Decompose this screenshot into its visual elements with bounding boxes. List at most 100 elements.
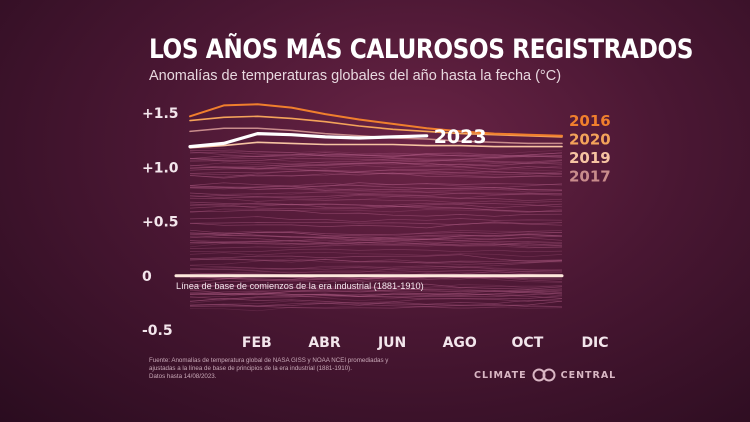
background-year-line [189,187,563,193]
x-tick-label: OCT [512,335,544,351]
background-year-line [189,162,563,170]
background-year-line [189,304,563,312]
background-year-line [189,259,563,264]
background-year-line [189,182,563,187]
background-year-line [189,258,563,266]
background-year-line [189,229,563,240]
background-year-line [189,288,563,295]
background-year-line [189,148,563,156]
chart-title: LOS AÑOS MÁS CALUROSOS REGISTRADOS [149,34,694,65]
x-tick-label: JUN [377,335,406,351]
background-year-line [189,157,563,163]
background-year-line [189,235,563,242]
background-year-line [189,157,563,165]
y-axis-ticks: +1.5 +1.0 +0.5 0 -0.5 [142,106,179,339]
background-year-line [189,260,563,270]
background-year-line [189,231,563,235]
background-year-line [189,290,563,304]
background-year-line [189,189,563,198]
background-year-line [189,166,563,175]
background-year-line [189,240,563,249]
background-year-lines [189,148,563,312]
series-line-2023 [188,132,429,149]
climate-central-logo: CLIMATE CENTRAL [474,368,616,382]
background-year-line [189,182,563,190]
brand-text-right: CENTRAL [560,369,617,381]
background-year-line [189,257,563,265]
series-line-2019 [189,141,563,149]
background-year-line [189,162,563,171]
brand-text-left: CLIMATE [474,369,527,381]
background-year-line [189,151,563,158]
background-year-line [189,291,563,298]
background-year-line [189,243,563,249]
background-year-line [189,240,563,245]
background-year-line [189,172,563,179]
background-year-line [189,298,563,306]
background-year-line [189,166,563,173]
background-year-line [189,267,563,275]
series-label-2020: 2020 [569,131,611,149]
highlight-series [188,103,563,149]
background-year-line [189,288,563,297]
climate-central-icon [532,368,556,382]
background-year-line [189,289,563,297]
source-note: Fuente: Anomalías de temperatura global … [149,357,469,381]
background-year-line [189,289,563,298]
source-line-1: Fuente: Anomalías de temperatura global … [149,357,389,364]
background-year-line [189,169,563,178]
background-year-line [189,185,563,195]
chart-subtitle: Anomalías de temperaturas globales del a… [149,68,562,84]
background-year-line [189,240,563,247]
baseline-group: Línea de base de comienzos de la era ind… [174,274,564,291]
background-year-line [189,201,563,208]
background-year-line [189,267,563,273]
background-year-line [189,194,563,202]
background-year-line [189,192,563,201]
background-year-line [189,209,563,217]
background-year-line [189,283,563,290]
background-year-line [189,251,563,258]
series-line-2016 [189,103,563,137]
background-year-line [189,304,563,309]
background-year-line [189,185,563,191]
series-label-2016: 2016 [569,112,611,130]
background-year-line [189,292,563,300]
background-year-line [189,286,563,296]
background-year-line [189,285,563,296]
background-year-line [189,222,563,229]
background-year-line [189,150,563,160]
background-year-line [189,290,563,296]
background-year-line [189,151,563,158]
y-tick-label: 0 [142,269,152,285]
background-year-line [189,185,563,191]
x-tick-label: ABR [308,335,341,351]
background-year-line [189,161,563,169]
background-year-line [189,202,563,213]
background-year-line [189,162,563,170]
background-year-line [189,232,563,239]
series-line-2020 [189,115,563,138]
background-year-line [189,216,563,223]
background-year-line [189,283,563,290]
background-year-line [189,298,563,307]
background-year-line [189,236,563,244]
background-year-line [189,198,563,204]
background-year-line [189,254,563,262]
y-tick-label: +0.5 [142,215,179,231]
background-year-line [189,285,562,295]
background-year-line [189,241,563,247]
background-year-line [189,237,563,243]
x-tick-label: FEB [242,335,272,351]
series-label-2023: 2023 [434,126,487,148]
background-year-line [189,202,563,209]
x-axis-ticks: FEB ABR JUN AGO OCT DIC [242,335,609,351]
y-tick-label: -0.5 [142,323,173,339]
y-tick-label: +1.5 [142,106,179,122]
background-year-line [189,221,563,226]
background-year-line [189,230,563,239]
background-year-line [189,152,563,159]
y-tick-label: +1.0 [142,160,179,176]
